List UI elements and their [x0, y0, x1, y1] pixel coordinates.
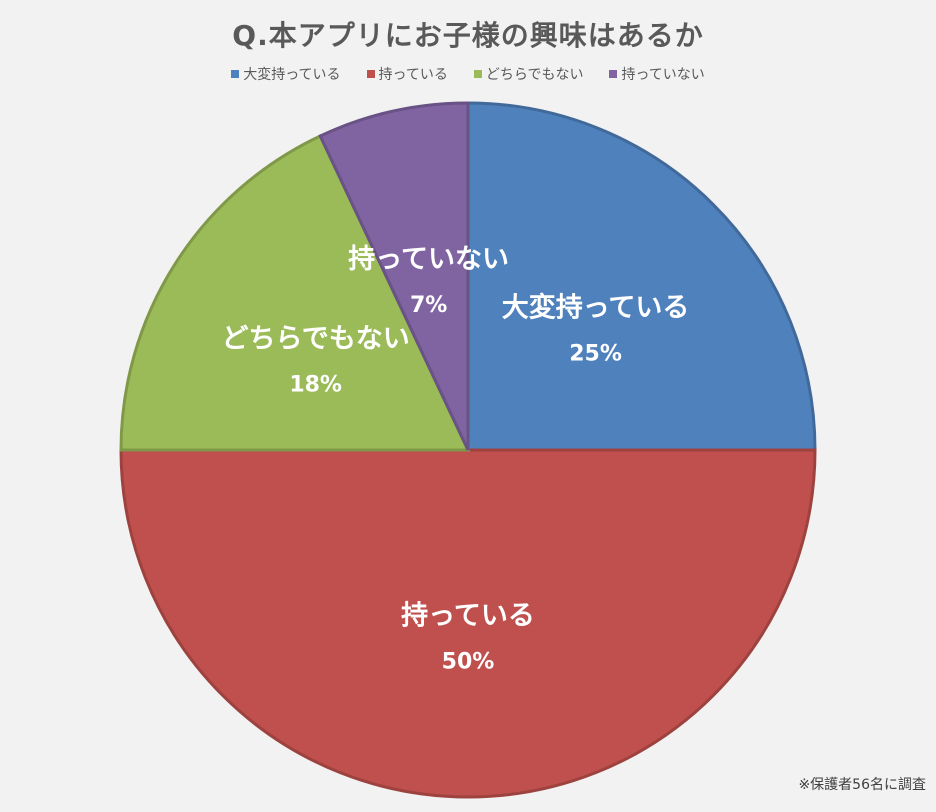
legend-swatch [231, 70, 240, 78]
legend-swatch [473, 70, 482, 78]
legend-item-interested: 持っている [366, 64, 448, 84]
slice-label-percent: 18% [289, 372, 342, 397]
legend-label: 持っていない [621, 67, 705, 83]
legend-label: どちらでもない [485, 67, 584, 83]
slice-label-name: 持っていない [348, 244, 509, 275]
legend-item-very-interested: 大変持っている [231, 64, 341, 84]
slice-label-percent: 7% [410, 293, 447, 318]
slice-neutral [119, 134, 471, 452]
legend: 大変持っている 持っている どちらでもない 持っていない [0, 64, 936, 84]
chart-title: Q.本アプリにお子様の興味はあるか [232, 19, 704, 52]
slice-label-percent: 25% [569, 341, 622, 366]
legend-swatch [609, 70, 618, 78]
legend-item-neutral: どちらでもない [473, 64, 584, 84]
slice-interested [119, 448, 817, 799]
legend-swatch [366, 70, 375, 78]
slice-label-name: 大変持っている [502, 291, 690, 323]
slice-label-name: 持っている [401, 600, 535, 631]
slice-label-name: どちらでもない [222, 323, 410, 354]
slice-not-interested [318, 101, 470, 451]
legend-label: 大変持っている [243, 67, 341, 83]
slice-label-percent: 50% [442, 649, 495, 674]
footnote: ※保護者56名に調査 [798, 777, 926, 793]
legend-item-not-interested: 持っていない [609, 64, 705, 84]
legend-label: 持っている [378, 67, 448, 83]
slice-very-interested [466, 101, 817, 452]
